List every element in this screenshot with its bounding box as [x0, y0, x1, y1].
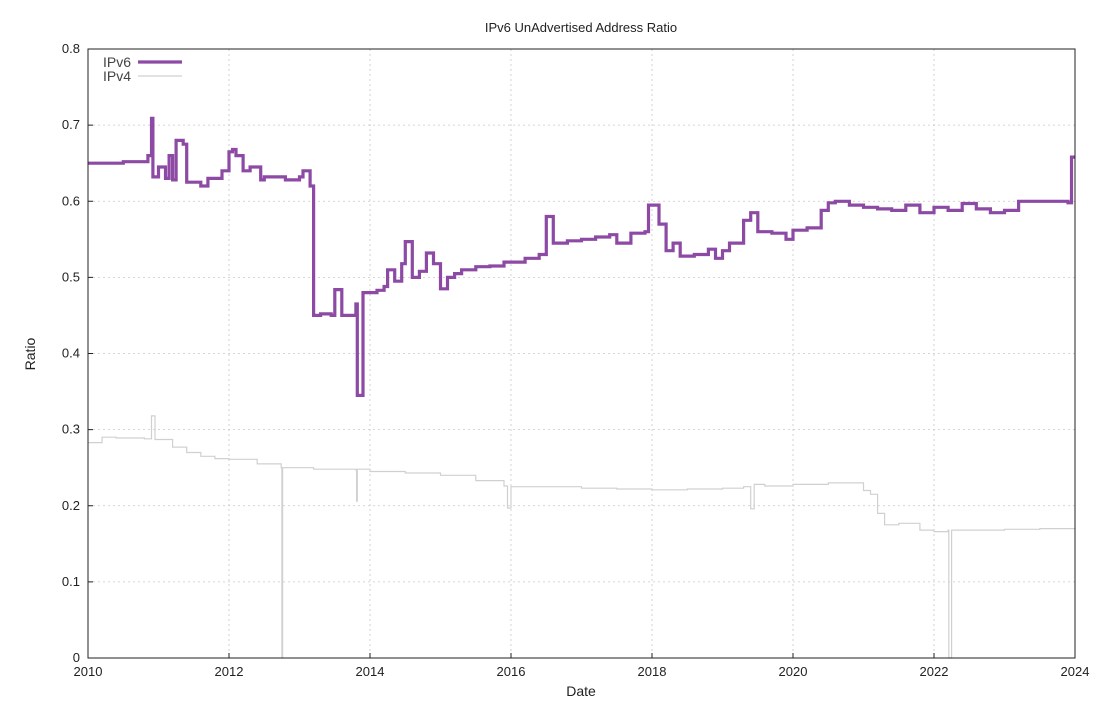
y-tick-label: 0.6	[62, 193, 80, 208]
legend-label-ipv4: IPv4	[103, 68, 131, 84]
x-tick-label: 2012	[215, 664, 244, 679]
y-tick-label: 0	[73, 650, 80, 665]
legend: IPv6 IPv4	[103, 54, 182, 84]
legend-label-ipv6: IPv6	[103, 54, 131, 70]
grid-lines	[88, 49, 1075, 658]
chart-title: IPv6 UnAdvertised Address Ratio	[485, 20, 677, 35]
y-tick-label: 0.3	[62, 422, 80, 437]
x-tick-label: 2010	[74, 664, 103, 679]
y-tick-label: 0.7	[62, 117, 80, 132]
x-tick-label: 2020	[779, 664, 808, 679]
y-tick-label: 0.2	[62, 498, 80, 513]
series-line-ipv4	[88, 415, 1076, 659]
x-tick-label: 2022	[920, 664, 949, 679]
y-axis-label: Ratio	[22, 337, 38, 370]
x-tick-label: 2016	[497, 664, 526, 679]
x-axis-label: Date	[566, 683, 596, 699]
x-tick-label: 2018	[638, 664, 667, 679]
plot-frame	[87, 48, 1076, 659]
y-tick-label: 0.1	[62, 574, 80, 589]
x-tick-label: 2024	[1061, 664, 1090, 679]
y-tick-label: 0.8	[62, 41, 80, 56]
series-line-ipv6	[88, 116, 1075, 397]
series-lines	[88, 116, 1076, 659]
tick-labels: 2010 2012 2014 2016 2018 2020 2022 2024 0 0.1 0.2 0…	[62, 41, 1090, 679]
x-tick-label: 2014	[356, 664, 385, 679]
y-tick-label: 0.5	[62, 269, 80, 284]
y-tick-label: 0.4	[62, 346, 80, 361]
